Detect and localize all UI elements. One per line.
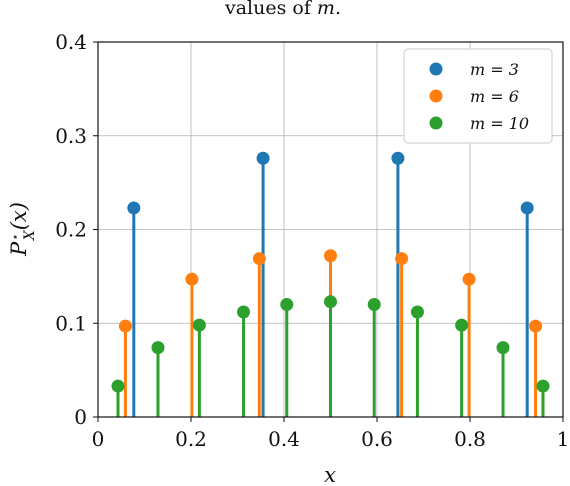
y-tick-label: 0.2 — [55, 218, 87, 242]
legend-marker — [429, 116, 443, 130]
stem-marker — [256, 151, 270, 165]
x-tick-label: 1 — [557, 427, 570, 451]
stem-marker — [185, 272, 199, 286]
stem-marker — [391, 151, 405, 165]
stem-marker — [280, 298, 294, 311]
y-tick-label: 0.4 — [55, 30, 87, 54]
stem-marker — [237, 305, 251, 319]
series-m-10 — [111, 295, 550, 417]
stems-layer — [111, 151, 550, 417]
stem-marker — [367, 298, 381, 311]
stem-marker — [127, 201, 141, 215]
axis-ticks: 0 0.2 0.4 0.6 0.8 1 0 0.1 0.2 0.3 0.4 — [55, 30, 569, 451]
stem-marker — [324, 295, 337, 309]
stem-marker — [395, 252, 409, 266]
x-tick-label: 0 — [92, 427, 105, 451]
y-axis-label: P⋆X(x) — [7, 202, 38, 257]
x-axis-label: x — [324, 463, 336, 486]
series-m-3 — [127, 151, 534, 417]
stem-marker — [520, 201, 534, 215]
legend-label: m = 6 — [470, 87, 519, 106]
x-tick-label: 0.8 — [454, 427, 486, 451]
stem-marker — [252, 252, 266, 266]
stem-marker — [324, 249, 337, 263]
stem-marker — [118, 319, 132, 333]
chart-title: values of m. — [224, 0, 341, 19]
x-tick-label: 0.2 — [175, 427, 207, 451]
chart-title-var: m. — [317, 0, 341, 19]
stem-marker — [192, 318, 206, 332]
stem-marker — [536, 379, 550, 393]
x-tick-label: 0.4 — [268, 427, 300, 451]
legend-label: m = 10 — [470, 114, 529, 133]
legend-label: m = 3 — [470, 60, 519, 79]
y-tick-label: 0 — [74, 405, 87, 429]
stem-marker — [151, 341, 165, 355]
stem-marker — [529, 319, 543, 333]
chart-title-text: values of — [224, 0, 317, 19]
stem-marker — [462, 272, 476, 286]
x-tick-label: 0.6 — [361, 427, 393, 451]
stem-marker — [455, 318, 469, 332]
stem-marker — [111, 379, 125, 393]
y-tick-label: 0.3 — [55, 124, 87, 148]
stem-marker — [496, 341, 510, 355]
legend: m = 3 m = 6 m = 10 — [403, 48, 553, 144]
legend-marker — [429, 62, 443, 76]
y-tick-label: 0.1 — [55, 311, 87, 335]
stem-marker — [410, 305, 424, 319]
legend-marker — [429, 89, 443, 103]
